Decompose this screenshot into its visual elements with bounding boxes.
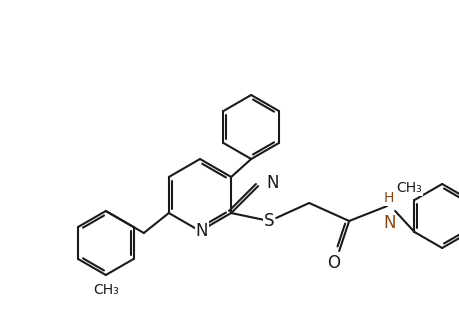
Text: N: N <box>383 214 395 232</box>
Text: N: N <box>266 174 279 192</box>
Text: H: H <box>384 191 394 205</box>
Text: CH₃: CH₃ <box>93 283 119 297</box>
Text: N: N <box>196 222 208 240</box>
Text: S: S <box>264 212 274 230</box>
Text: CH₃: CH₃ <box>397 181 422 195</box>
Text: O: O <box>327 254 340 272</box>
